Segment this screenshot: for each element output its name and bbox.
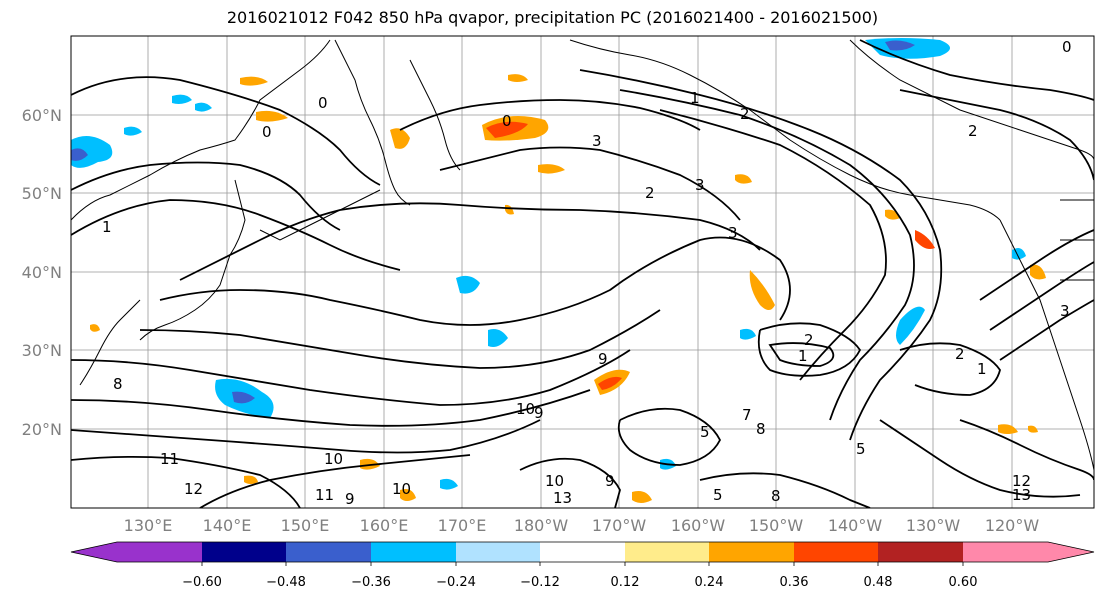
lat-label: 20°N [22, 420, 62, 439]
contour-label: 0 [318, 94, 328, 112]
contour-label: 2 [968, 122, 978, 140]
latitude-labels: 60°N 50°N 40°N 30°N 20°N [22, 106, 62, 439]
colorbar-tick-label: 0.48 [864, 575, 893, 590]
contour-label: 0 [262, 123, 272, 141]
lon-label: 170°E [438, 516, 487, 535]
contour-label: 7 [742, 406, 752, 424]
contour-label: 8 [771, 487, 781, 505]
contour-label: 13 [553, 489, 572, 507]
contour-label: 0 [502, 112, 512, 130]
map-title-text: 2016021012 F042 850 hPa qvapor, precipit… [226, 8, 879, 27]
colorbar-tick-label: −0.12 [520, 575, 560, 590]
colorbar-tick-labels: −0.60 −0.48 −0.36 −0.24 −0.12 0.12 0.24 … [182, 575, 977, 590]
contour-label: 8 [113, 375, 123, 393]
longitude-labels: 130°E 140°E 150°E 160°E 170°E 180°W 170°… [124, 516, 1040, 535]
contour-label: 12 [184, 480, 203, 498]
contour-label: 10 [516, 400, 535, 418]
graticule [71, 36, 1094, 508]
colorbar-segment [202, 542, 286, 562]
lon-label: 160°E [360, 516, 409, 535]
qvapor-contours [71, 39, 1094, 508]
lat-label: 50°N [22, 184, 62, 203]
contour-label: 3 [695, 176, 705, 194]
lon-label: 140°E [203, 516, 252, 535]
contour-label: 3 [592, 132, 602, 150]
contour-label: 5 [713, 486, 723, 504]
colorbar-outline [70, 541, 1095, 563]
colorbar-tick-label: −0.24 [436, 575, 476, 590]
lat-label: 60°N [22, 106, 62, 125]
lon-label: 150°E [281, 516, 330, 535]
plot-frame [70, 35, 1095, 509]
colorbar-tick-label: 0.60 [949, 575, 978, 590]
contour-label: 11 [160, 450, 179, 468]
contour-label: 1 [798, 347, 808, 365]
contour-label: 2 [740, 105, 750, 123]
contour-label: 9 [598, 350, 608, 368]
colorbar-segment [878, 542, 963, 562]
contour-label: 10 [545, 472, 564, 490]
lon-label: 150°W [749, 516, 804, 535]
contour-label: 12 [1012, 472, 1031, 490]
contour-label: 10 [324, 450, 343, 468]
contour-label: 2 [645, 184, 655, 202]
contour-label: 3 [1060, 302, 1070, 320]
lon-label: 130°E [124, 516, 173, 535]
contour-label: 9 [534, 404, 544, 422]
map-title: 2016021012 F042 850 hPa qvapor, precipit… [0, 8, 1105, 27]
contour-label: 5 [856, 440, 866, 458]
contour-label: 8 [756, 420, 766, 438]
contour-label: 5 [700, 423, 710, 441]
lat-label: 30°N [22, 341, 62, 360]
colorbar-extend-low [71, 542, 117, 562]
contour-label: 10 [392, 480, 411, 498]
colorbar [70, 541, 1095, 566]
colorbar-segment [117, 542, 202, 562]
colorbar-extend-high [1048, 542, 1094, 562]
colorbar-tick-label: −0.60 [182, 575, 222, 590]
colorbar-segment [963, 542, 1048, 562]
contour-label: 11 [315, 486, 334, 504]
contour-label: 9 [345, 490, 355, 508]
contour-label: 0 [1062, 38, 1072, 56]
lat-label: 40°N [22, 263, 62, 282]
colorbar-tick-label: −0.36 [351, 575, 391, 590]
map-layers: 0 0 0 0 1 1 2 2 2 3 3 3 3 2 1 8 9 9 10 1… [71, 36, 1094, 508]
colorbar-segment [709, 542, 794, 562]
contour-label: 13 [1012, 486, 1031, 504]
colorbar-segment [540, 542, 625, 562]
colorbar-segment [286, 542, 371, 562]
contour-label: 3 [728, 224, 738, 242]
lon-label: 120°W [985, 516, 1040, 535]
contour-label: 9 [605, 472, 615, 490]
colorbar-tick-label: 0.36 [780, 575, 809, 590]
contour-label: 1 [977, 360, 987, 378]
colorbar-tick-label: 0.12 [611, 575, 640, 590]
lon-label: 180°W [514, 516, 569, 535]
colorbar-segment [794, 542, 878, 562]
lon-label: 130°W [906, 516, 961, 535]
contour-label: 2 [955, 345, 965, 363]
contour-labels: 0 0 0 0 1 1 2 2 2 3 3 3 3 2 1 8 9 9 10 1… [102, 38, 1072, 508]
colorbar-segment [456, 542, 540, 562]
contour-label: 1 [102, 218, 112, 236]
lon-label: 170°W [592, 516, 647, 535]
lon-label: 160°W [671, 516, 726, 535]
contour-label: 2 [804, 331, 814, 349]
colorbar-tick-label: 0.24 [695, 575, 724, 590]
coastlines [71, 39, 1094, 471]
colorbar-segment [625, 542, 709, 562]
colorbar-tick-label: −0.48 [266, 575, 306, 590]
colorbar-segment [371, 542, 456, 562]
contour-label: 1 [690, 89, 700, 107]
lon-label: 140°W [828, 516, 883, 535]
